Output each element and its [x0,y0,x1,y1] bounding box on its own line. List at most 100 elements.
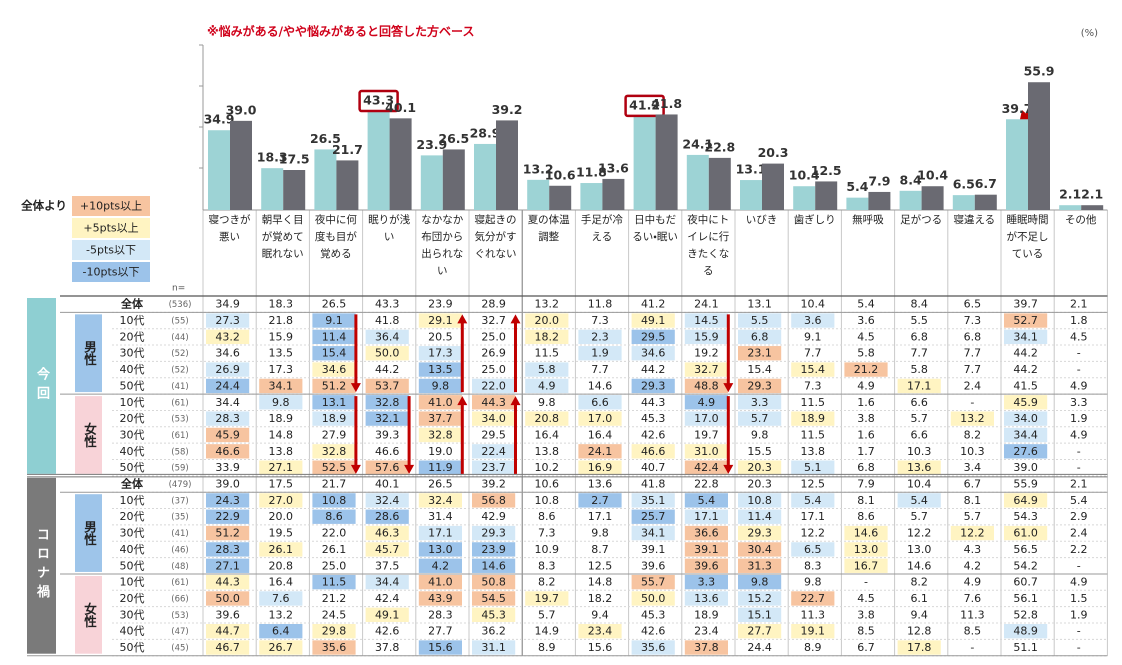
cell-highlight [418,313,462,328]
cell-highlight [206,493,250,508]
cell-value: 4.9 [1070,428,1088,441]
cell-highlight [312,624,356,639]
bar [549,185,572,210]
cell-highlight [631,329,675,345]
cell-highlight [418,378,462,394]
cell-value: 19.7 [535,592,560,605]
cell-highlight [684,493,728,508]
cell-value: 8.9 [538,641,556,654]
cell-value: 15.1 [747,608,772,621]
cell-value: 41.0 [428,576,453,589]
cell-highlight [312,493,356,508]
cell-value: 10.3 [960,445,985,458]
cell-highlight [578,346,622,361]
cell-value: 31.1 [481,641,506,654]
cell-value: 11.5 [801,428,826,441]
cell-value: 29.1 [428,314,453,327]
cell-highlight [206,624,250,639]
bar [1081,205,1104,210]
cell-value: 22.8 [694,478,719,491]
value-label: 11.8 [576,165,607,180]
cell-highlight [206,444,250,459]
cell-highlight [738,525,782,541]
cell-value: 29.3 [481,527,506,540]
cell-value: 6.7 [964,478,982,491]
cell-highlight [631,444,675,459]
gender-label: 女性 [82,601,97,628]
cell-value: 52.8 [1013,608,1038,621]
cell-value: 19.5 [269,527,294,540]
cell-value: 16.7 [854,559,879,572]
bar [496,120,518,210]
cell-value: 39.6 [694,559,719,572]
cell-value: 39.3 [375,428,400,441]
cell-value: 27.9 [322,428,347,441]
row-n: (66) [171,594,188,604]
gender-label: 男性 [82,341,97,367]
cell-highlight [684,444,728,459]
group-label: コロナ禍 [34,528,51,604]
cell-value: 6.4 [272,625,290,638]
cell-highlight [206,640,250,655]
cell-highlight [631,346,675,361]
bar [655,114,678,210]
cell-value: 15.4 [801,363,826,376]
cell-value: 9.8 [751,428,769,441]
bar [442,149,465,210]
row-label: 20代 [120,510,145,523]
cell-value: 17.0 [694,412,719,425]
category-label: その他 [1064,214,1097,226]
row-n: (46) [171,545,188,555]
cell-value: 5.7 [910,510,928,523]
cell-value: 6.6 [910,396,928,409]
cell-value: 46.6 [641,445,666,458]
legend-label: +10pts以上 [80,200,142,213]
cell-value: 11.5 [322,576,347,589]
cell-value: 16.9 [588,461,613,474]
cell-value: 21.2 [854,363,879,376]
cell-value: 10.8 [535,494,560,507]
cell-value: 26.1 [322,543,347,556]
cell-value: 39.6 [215,608,240,621]
cell-value: 9.4 [591,608,609,621]
cell-highlight [578,493,622,508]
value-label: 6.5 [953,177,975,192]
cell-value: 21.2 [322,592,347,605]
cell-highlight [684,378,728,394]
cell-value: 55.9 [1013,478,1038,491]
row-label: 20代 [120,412,145,425]
cell-highlight [1004,493,1048,508]
cell-value: 8.5 [964,625,982,638]
cell-value: 51.2 [215,527,240,540]
cell-highlight [206,329,250,345]
cell-value: 14.6 [907,559,932,572]
cell-value: 3.3 [698,576,716,589]
cell-value: 29.3 [747,527,772,540]
gender-box [75,396,102,474]
value-label: 6.7 [975,176,997,191]
gender-label: 男性 [82,521,97,547]
cell-value: 5.1 [804,461,822,474]
bar [474,143,496,210]
cell-value: 11.3 [960,608,985,621]
cell-highlight [259,493,303,508]
cell-value: 7.7 [591,363,609,376]
cell-highlight [206,362,250,377]
row-label: 40代 [120,625,145,638]
cell-highlight [312,574,356,590]
cell-value: 11.5 [535,347,560,360]
cell-value: 4.3 [964,543,982,556]
value-label: 41.8 [651,96,682,111]
cell-highlight [738,493,782,508]
cell-value: 13.8 [269,445,294,458]
category-label: 夜中にトイレに行きたくなる [687,214,730,277]
cell-value: 11.9 [428,461,453,474]
cell-value: 42.6 [641,625,666,638]
value-label: 55.9 [1024,64,1055,79]
cell-highlight [206,411,250,426]
cell-value: 2.2 [1070,543,1088,556]
cell-value: 13.6 [907,461,932,474]
cell-value: 32.8 [375,396,400,409]
cell-value: 8.3 [804,559,822,572]
cell-value: 56.1 [1013,592,1038,605]
